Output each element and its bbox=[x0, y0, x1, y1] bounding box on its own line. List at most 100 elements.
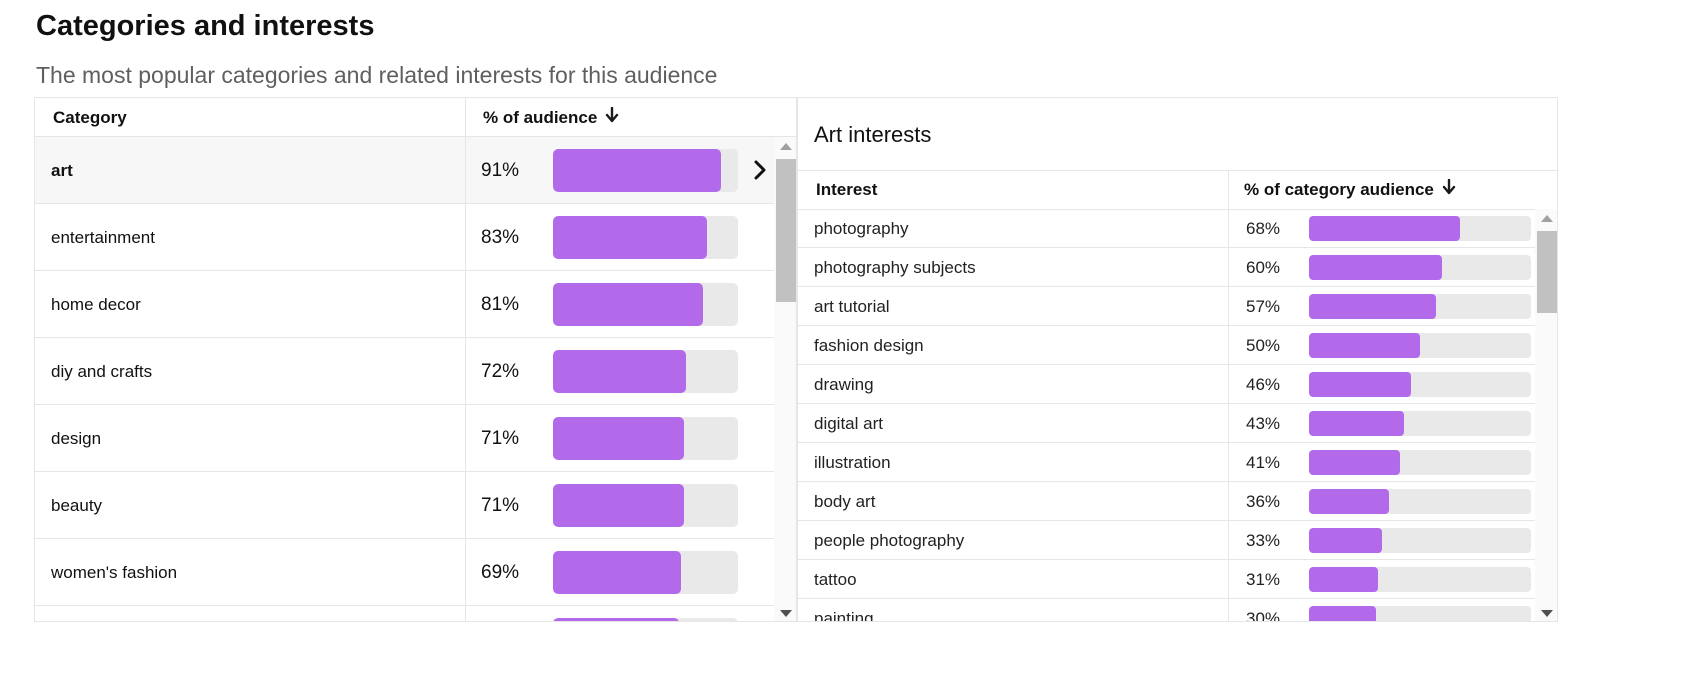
column-divider bbox=[1228, 248, 1229, 287]
interest-row[interactable]: fashion design 50% bbox=[798, 326, 1536, 365]
percent-bar-track bbox=[1309, 333, 1531, 358]
interest-name: fashion design bbox=[814, 336, 924, 355]
scroll-down-arrow-icon[interactable] bbox=[1541, 610, 1553, 617]
interests-scrollbar[interactable] bbox=[1535, 209, 1557, 621]
interest-row[interactable]: digital art 43% bbox=[798, 404, 1536, 443]
interest-column-header[interactable]: Interest bbox=[816, 180, 878, 199]
category-percent: 81% bbox=[481, 294, 520, 315]
column-divider bbox=[1228, 209, 1229, 248]
percent-bar-fill bbox=[1309, 333, 1420, 358]
interest-name: tattoo bbox=[814, 570, 857, 589]
scrollbar-thumb[interactable] bbox=[776, 159, 796, 302]
column-divider bbox=[465, 204, 466, 271]
interest-name: art tutorial bbox=[814, 297, 890, 316]
category-name: design bbox=[51, 429, 102, 448]
column-divider bbox=[465, 98, 466, 137]
arrow-down-icon[interactable] bbox=[1442, 171, 1456, 209]
category-row[interactable]: diy and crafts 72% bbox=[35, 338, 775, 405]
column-divider bbox=[1228, 443, 1229, 482]
category-row[interactable]: home decor 81% bbox=[35, 271, 775, 338]
percent-bar-track bbox=[1309, 255, 1531, 280]
percent-bar-fill bbox=[1309, 528, 1383, 553]
interest-row[interactable]: illustration 41% bbox=[798, 443, 1536, 482]
interest-name: painting bbox=[814, 609, 874, 622]
interest-name: photography bbox=[814, 219, 909, 238]
percent-bar-fill bbox=[1309, 567, 1378, 592]
percent-bar-track bbox=[553, 149, 738, 192]
percent-bar-fill bbox=[1309, 489, 1389, 514]
categories-table-header: Category % of audience bbox=[35, 98, 796, 137]
category-percent: 72% bbox=[481, 361, 520, 382]
categories-table-body: art 91% entertainment 83% home decor 81% diy a… bbox=[35, 137, 775, 621]
category-row[interactable]: art 91% bbox=[35, 137, 775, 204]
percent-bar-track bbox=[1309, 411, 1531, 436]
chevron-right-icon[interactable] bbox=[747, 157, 773, 183]
interest-row[interactable]: drawing 46% bbox=[798, 365, 1536, 404]
category-column-header[interactable]: Category bbox=[53, 108, 127, 127]
percent-bar-track bbox=[1309, 567, 1531, 592]
interests-panel: Art interests Interest % of category aud… bbox=[797, 97, 1558, 622]
interest-name: body art bbox=[814, 492, 876, 511]
categories-table: Category % of audience art 91% entertainme… bbox=[34, 97, 797, 622]
interest-name: illustration bbox=[814, 453, 891, 472]
interest-row[interactable]: art tutorial 57% bbox=[798, 287, 1536, 326]
category-name: art bbox=[51, 161, 73, 180]
page-subtitle: The most popular categories and related … bbox=[36, 62, 718, 88]
column-divider bbox=[465, 137, 466, 204]
percent-bar-fill bbox=[553, 417, 685, 460]
interest-percent: 50% bbox=[1246, 336, 1281, 355]
scroll-up-arrow-icon[interactable] bbox=[1541, 215, 1553, 222]
interests-table-body: photography 68% photography subjects 60% art… bbox=[798, 209, 1536, 622]
percent-bar-fill bbox=[1309, 450, 1401, 475]
category-row[interactable]: beauty 71% bbox=[35, 472, 775, 539]
percent-category-audience-label: % of category audience bbox=[1244, 180, 1434, 199]
categories-scrollbar[interactable] bbox=[774, 137, 796, 621]
percent-bar-fill bbox=[1309, 255, 1443, 280]
page-title: Categories and interests bbox=[36, 10, 375, 42]
interest-row[interactable]: tattoo 31% bbox=[798, 560, 1536, 599]
percent-audience-column-header[interactable]: % of audience bbox=[483, 98, 619, 137]
category-name: beauty bbox=[51, 496, 103, 515]
percent-bar-fill bbox=[553, 216, 707, 259]
scroll-up-arrow-icon[interactable] bbox=[780, 143, 792, 150]
percent-bar-track bbox=[553, 417, 738, 460]
interest-percent: 31% bbox=[1246, 570, 1281, 589]
category-name: diy and crafts bbox=[51, 362, 153, 381]
interest-percent: 60% bbox=[1246, 258, 1281, 277]
percent-bar-fill bbox=[553, 149, 722, 192]
category-row[interactable] bbox=[35, 606, 775, 621]
category-row[interactable]: women's fashion 69% bbox=[35, 539, 775, 606]
interest-row[interactable]: photography subjects 60% bbox=[798, 248, 1536, 287]
arrow-down-icon[interactable] bbox=[605, 98, 619, 137]
percent-category-audience-column-header[interactable]: % of category audience bbox=[1244, 171, 1456, 209]
percent-bar-fill bbox=[553, 618, 679, 621]
scrollbar-thumb[interactable] bbox=[1537, 231, 1557, 313]
column-divider bbox=[1228, 560, 1229, 599]
percent-bar-fill bbox=[553, 484, 685, 527]
category-percent: 71% bbox=[481, 428, 520, 449]
category-row[interactable]: entertainment 83% bbox=[35, 204, 775, 271]
interest-percent: 30% bbox=[1246, 609, 1281, 622]
category-row[interactable]: design 71% bbox=[35, 405, 775, 472]
percent-bar-track bbox=[1309, 528, 1531, 553]
interest-row[interactable]: photography 68% bbox=[798, 209, 1536, 248]
percent-bar-track bbox=[553, 350, 738, 393]
category-name: home decor bbox=[51, 295, 141, 314]
interest-percent: 57% bbox=[1246, 297, 1281, 316]
column-divider bbox=[465, 405, 466, 472]
interest-row[interactable]: people photography 33% bbox=[798, 521, 1536, 560]
interests-table-header: Interest % of category audience bbox=[798, 170, 1557, 210]
column-divider bbox=[1228, 521, 1229, 560]
category-percent: 71% bbox=[481, 495, 520, 516]
scroll-down-arrow-icon[interactable] bbox=[780, 610, 792, 617]
interest-name: drawing bbox=[814, 375, 874, 394]
column-divider bbox=[465, 338, 466, 405]
interest-name: people photography bbox=[814, 531, 965, 550]
interest-row[interactable]: body art 36% bbox=[798, 482, 1536, 521]
percent-bar-track bbox=[1309, 372, 1531, 397]
interest-percent: 41% bbox=[1246, 453, 1281, 472]
interest-percent: 36% bbox=[1246, 492, 1281, 511]
column-divider bbox=[1228, 404, 1229, 443]
percent-bar-track bbox=[553, 216, 738, 259]
interest-row[interactable]: painting 30% bbox=[798, 599, 1536, 622]
